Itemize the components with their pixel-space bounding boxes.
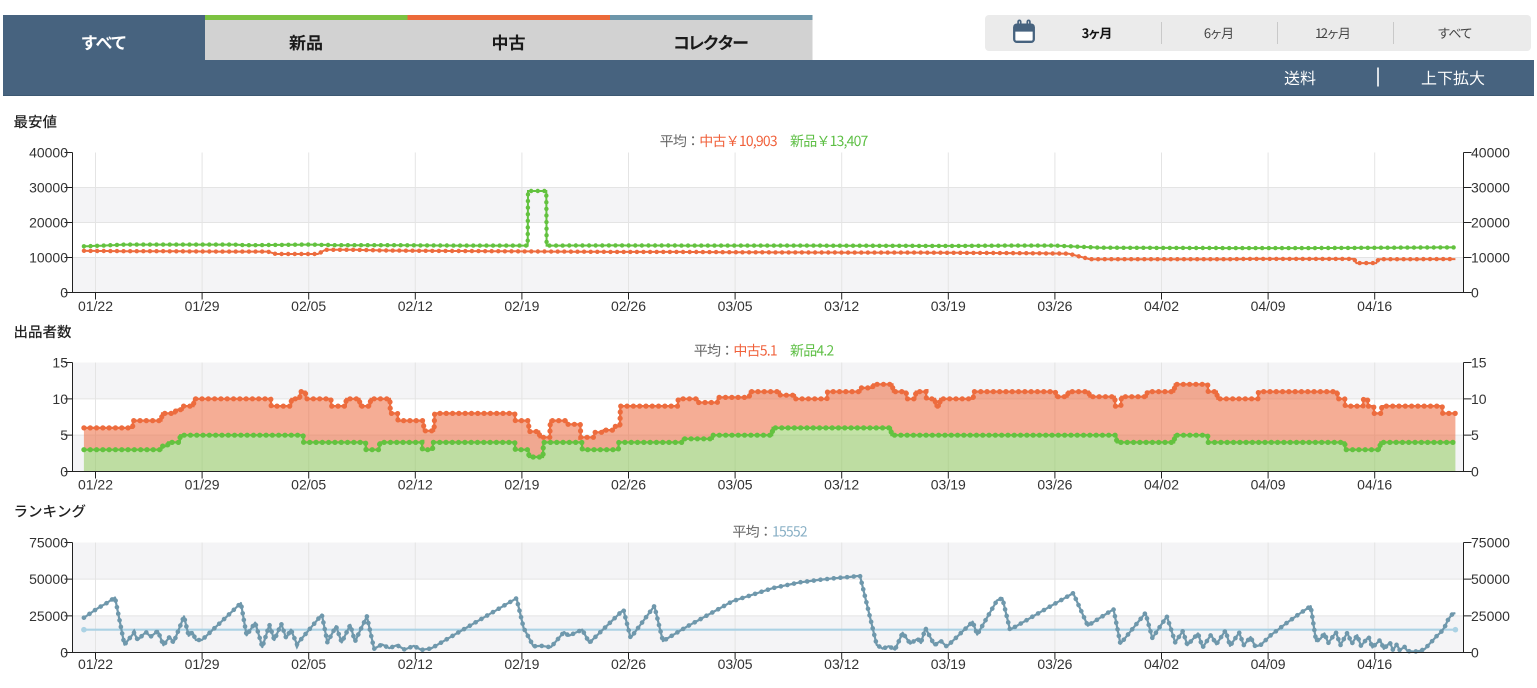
svg-text:5: 5 — [60, 427, 68, 443]
svg-text:01/22: 01/22 — [78, 477, 113, 493]
svg-text:15: 15 — [1471, 355, 1487, 371]
svg-text:02/12: 02/12 — [398, 656, 433, 672]
svg-text:20000: 20000 — [1471, 215, 1510, 231]
svg-text:01/29: 01/29 — [185, 656, 220, 672]
svg-text:02/26: 02/26 — [611, 656, 646, 672]
svg-text:04/02: 04/02 — [1144, 656, 1179, 672]
svg-text:03/05: 03/05 — [718, 656, 753, 672]
svg-text:03/26: 03/26 — [1037, 656, 1072, 672]
svg-text:04/02: 04/02 — [1144, 298, 1179, 314]
svg-text:50000: 50000 — [29, 571, 68, 587]
svg-text:03/12: 03/12 — [824, 656, 859, 672]
svg-text:01/22: 01/22 — [78, 656, 113, 672]
svg-text:02/19: 02/19 — [504, 298, 539, 314]
svg-text:10000: 10000 — [29, 250, 68, 266]
svg-text:03/26: 03/26 — [1037, 298, 1072, 314]
svg-text:03/05: 03/05 — [718, 298, 753, 314]
svg-text:03/12: 03/12 — [824, 298, 859, 314]
svg-text:02/19: 02/19 — [504, 656, 539, 672]
svg-text:04/09: 04/09 — [1251, 477, 1286, 493]
svg-text:0: 0 — [60, 464, 68, 480]
svg-text:50000: 50000 — [1471, 571, 1510, 587]
svg-text:04/09: 04/09 — [1251, 656, 1286, 672]
svg-text:02/26: 02/26 — [611, 298, 646, 314]
svg-text:01/22: 01/22 — [78, 298, 113, 314]
svg-text:04/16: 04/16 — [1357, 298, 1392, 314]
svg-text:75000: 75000 — [1471, 535, 1510, 551]
svg-text:03/05: 03/05 — [718, 477, 753, 493]
svg-text:40000: 40000 — [29, 145, 68, 161]
svg-text:03/26: 03/26 — [1037, 477, 1072, 493]
svg-text:10000: 10000 — [1471, 250, 1510, 266]
svg-text:03/19: 03/19 — [931, 477, 966, 493]
svg-text:03/19: 03/19 — [931, 298, 966, 314]
svg-text:0: 0 — [1471, 645, 1479, 661]
svg-text:10: 10 — [52, 391, 68, 407]
svg-text:01/29: 01/29 — [185, 477, 220, 493]
svg-text:04/09: 04/09 — [1251, 298, 1286, 314]
svg-text:02/05: 02/05 — [291, 298, 326, 314]
svg-text:01/29: 01/29 — [185, 298, 220, 314]
svg-text:04/02: 04/02 — [1144, 477, 1179, 493]
svg-text:15: 15 — [52, 355, 68, 371]
svg-text:02/12: 02/12 — [398, 477, 433, 493]
svg-text:10: 10 — [1471, 391, 1487, 407]
svg-text:20000: 20000 — [29, 215, 68, 231]
svg-text:25000: 25000 — [1471, 608, 1510, 624]
svg-text:02/19: 02/19 — [504, 477, 539, 493]
svg-text:0: 0 — [60, 645, 68, 661]
svg-text:5: 5 — [1471, 427, 1479, 443]
svg-text:02/05: 02/05 — [291, 477, 326, 493]
svg-text:75000: 75000 — [29, 535, 68, 551]
svg-text:40000: 40000 — [1471, 145, 1510, 161]
svg-text:03/12: 03/12 — [824, 477, 859, 493]
svg-text:04/16: 04/16 — [1357, 656, 1392, 672]
svg-text:02/26: 02/26 — [611, 477, 646, 493]
svg-text:02/05: 02/05 — [291, 656, 326, 672]
svg-text:0: 0 — [1471, 285, 1479, 301]
svg-text:25000: 25000 — [29, 608, 68, 624]
svg-text:04/16: 04/16 — [1357, 477, 1392, 493]
svg-text:30000: 30000 — [1471, 180, 1510, 196]
svg-text:02/12: 02/12 — [398, 298, 433, 314]
svg-text:30000: 30000 — [29, 180, 68, 196]
svg-text:0: 0 — [1471, 464, 1479, 480]
svg-text:03/19: 03/19 — [931, 656, 966, 672]
svg-text:0: 0 — [60, 285, 68, 301]
